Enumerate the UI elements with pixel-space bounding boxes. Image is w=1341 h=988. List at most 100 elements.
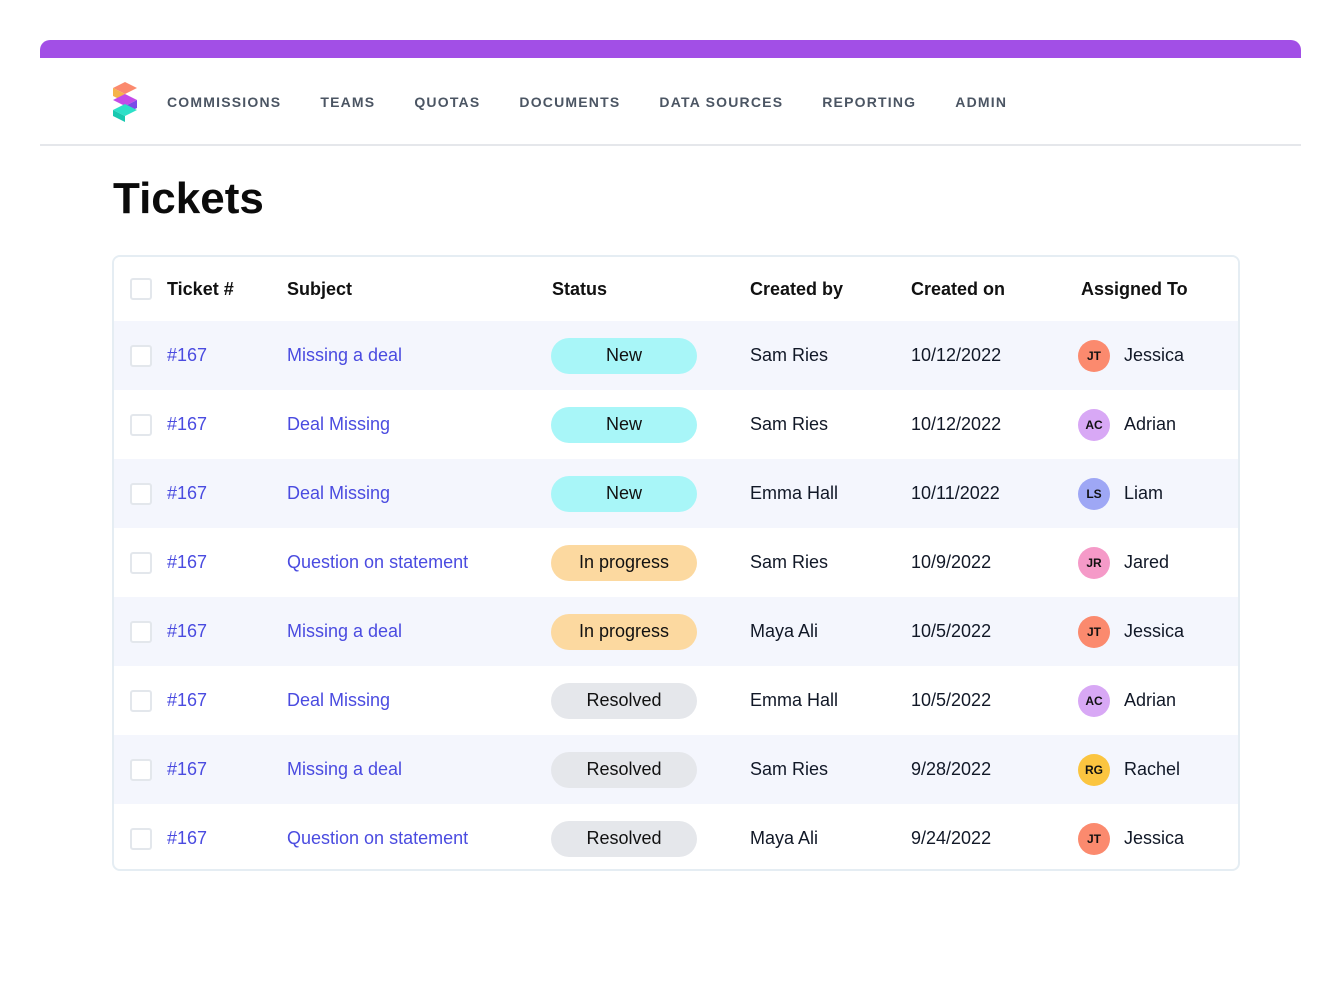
- assignee[interactable]: JT Jessica: [1078, 597, 1184, 666]
- status-badge: In progress: [551, 544, 697, 581]
- row-checkbox[interactable]: [130, 413, 152, 436]
- ticket-number-link[interactable]: #167: [167, 345, 208, 365]
- nav-item-documents[interactable]: DOCUMENTS: [519, 94, 621, 110]
- assignee-name: Adrian: [1124, 690, 1177, 710]
- created-by: Sam Ries: [750, 414, 829, 434]
- assignee[interactable]: RG Rachel: [1078, 735, 1180, 804]
- created-on: 10/12/2022: [911, 345, 1002, 365]
- assignee[interactable]: LS Liam: [1078, 459, 1163, 528]
- assignee[interactable]: JT Jessica: [1078, 804, 1184, 869]
- avatar: RG: [1078, 753, 1110, 786]
- table-row[interactable]: #167 Deal Missing Resolved Emma Hall 10/5/20…: [114, 666, 1238, 735]
- status-cell: In progress: [550, 528, 698, 597]
- created-by: Sam Ries: [750, 552, 829, 572]
- status-badge: In progress: [551, 613, 697, 650]
- created-by: Emma Hall: [750, 690, 839, 710]
- assignee[interactable]: AC Adrian: [1078, 390, 1176, 459]
- ticket-subject-link[interactable]: Missing a deal: [287, 621, 403, 641]
- created-on: 10/5/2022: [911, 690, 992, 710]
- avatar: AC: [1078, 684, 1110, 717]
- table-header-row: Ticket # Subject Status Created by Creat…: [114, 257, 1238, 323]
- created-by: Maya Ali: [750, 828, 819, 848]
- avatar: LS: [1078, 477, 1110, 510]
- row-checkbox[interactable]: [130, 620, 152, 643]
- assignee-name: Adrian: [1124, 414, 1177, 434]
- app-header: COMMISSIONS TEAMS QUOTAS DOCUMENTS DATA SOUR…: [40, 58, 1301, 146]
- row-checkbox[interactable]: [130, 758, 152, 781]
- status-badge: New: [551, 406, 697, 443]
- ticket-subject-link[interactable]: Question on statement: [287, 552, 469, 572]
- ticket-number-link[interactable]: #167: [167, 759, 208, 779]
- table-row[interactable]: #167 Missing a deal Resolved Sam Ries 9/28/2…: [114, 735, 1238, 804]
- main-nav: COMMISSIONS TEAMS QUOTAS DOCUMENTS DATA SOUR…: [167, 94, 1046, 110]
- page-title: Tickets: [113, 174, 264, 223]
- ticket-number-link[interactable]: #167: [167, 621, 208, 641]
- row-checkbox[interactable]: [130, 482, 152, 505]
- status-badge: Resolved: [551, 751, 697, 788]
- created-on: 10/5/2022: [911, 621, 992, 641]
- status-cell: New: [550, 459, 698, 528]
- avatar: JT: [1078, 822, 1110, 855]
- status-cell: Resolved: [550, 735, 698, 804]
- created-on: 10/9/2022: [911, 552, 992, 572]
- ticket-number-link[interactable]: #167: [167, 552, 208, 572]
- nav-item-quotas[interactable]: QUOTAS: [414, 94, 481, 110]
- spiff-logo-icon[interactable]: [111, 80, 139, 122]
- created-by: Emma Hall: [750, 483, 839, 503]
- status-badge: Resolved: [551, 682, 697, 719]
- nav-item-data-sources[interactable]: DATA SOURCES: [659, 94, 784, 110]
- created-on: 10/12/2022: [911, 414, 1002, 434]
- ticket-subject-link[interactable]: Deal Missing: [287, 483, 391, 503]
- table-row[interactable]: #167 Question on statement In progress Sam …: [114, 528, 1238, 597]
- row-checkbox[interactable]: [130, 689, 152, 712]
- table-row[interactable]: #167 Deal Missing New Sam Ries 10/12/2022 AC A…: [114, 390, 1238, 459]
- table-row[interactable]: #167 Question on statement Resolved Maya Al…: [114, 804, 1238, 869]
- table-row[interactable]: #167 Missing a deal New Sam Ries 10/12/2022 J…: [114, 321, 1238, 390]
- avatar: JR: [1078, 546, 1110, 579]
- select-all-checkbox[interactable]: [130, 278, 152, 300]
- header-created-on[interactable]: Created on: [911, 278, 1006, 299]
- status-badge: Resolved: [551, 820, 697, 857]
- header-ticket[interactable]: Ticket #: [167, 278, 234, 299]
- ticket-subject-link[interactable]: Question on statement: [287, 828, 469, 848]
- status-cell: New: [550, 321, 698, 390]
- ticket-number-link[interactable]: #167: [167, 483, 208, 503]
- nav-item-admin[interactable]: ADMIN: [955, 94, 1008, 110]
- assignee-name: Rachel: [1124, 759, 1181, 779]
- table-row[interactable]: #167 Missing a deal In progress Maya Ali 10/…: [114, 597, 1238, 666]
- row-checkbox[interactable]: [130, 344, 152, 367]
- status-cell: In progress: [550, 597, 698, 666]
- ticket-number-link[interactable]: #167: [167, 414, 208, 434]
- status-badge: New: [551, 475, 697, 512]
- assignee-name: Jessica: [1124, 621, 1185, 641]
- created-on: 9/28/2022: [911, 759, 992, 779]
- ticket-number-link[interactable]: #167: [167, 828, 208, 848]
- ticket-subject-link[interactable]: Missing a deal: [287, 759, 403, 779]
- assignee-name: Liam: [1124, 483, 1164, 503]
- nav-item-teams[interactable]: TEAMS: [320, 94, 376, 110]
- header-subject[interactable]: Subject: [287, 278, 353, 299]
- ticket-number-link[interactable]: #167: [167, 690, 208, 710]
- row-checkbox[interactable]: [130, 551, 152, 574]
- assignee[interactable]: AC Adrian: [1078, 666, 1176, 735]
- ticket-subject-link[interactable]: Deal Missing: [287, 414, 391, 434]
- header-assigned-to[interactable]: Assigned To: [1081, 278, 1188, 299]
- status-cell: New: [550, 390, 698, 459]
- avatar: JT: [1078, 339, 1110, 372]
- status-badge: New: [551, 337, 697, 374]
- created-by: Sam Ries: [750, 345, 829, 365]
- nav-item-reporting[interactable]: REPORTING: [822, 94, 917, 110]
- header-status[interactable]: Status: [552, 278, 608, 299]
- avatar: AC: [1078, 408, 1110, 441]
- table-row[interactable]: #167 Deal Missing New Emma Hall 10/11/2022 LS…: [114, 459, 1238, 528]
- nav-item-commissions[interactable]: COMMISSIONS: [167, 94, 282, 110]
- created-on: 10/11/2022: [911, 483, 1000, 503]
- ticket-subject-link[interactable]: Deal Missing: [287, 690, 391, 710]
- avatar: JT: [1078, 615, 1110, 648]
- assignee[interactable]: JR Jared: [1078, 528, 1169, 597]
- header-created-by[interactable]: Created by: [750, 278, 844, 299]
- row-checkbox[interactable]: [130, 827, 152, 850]
- assignee[interactable]: JT Jessica: [1078, 321, 1184, 390]
- ticket-subject-link[interactable]: Missing a deal: [287, 345, 403, 365]
- tickets-table: Ticket # Subject Status Created by Creat…: [112, 255, 1240, 871]
